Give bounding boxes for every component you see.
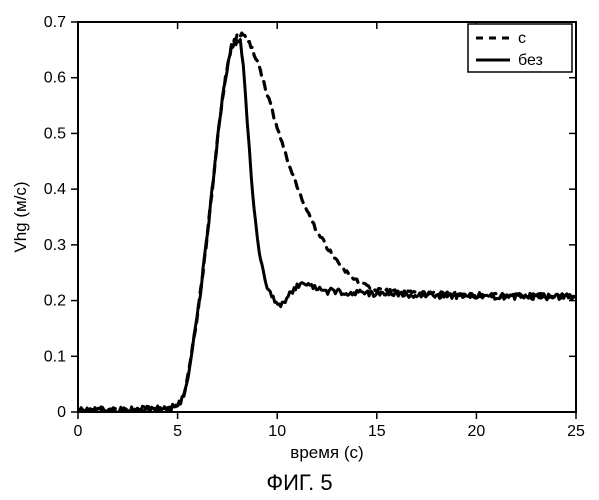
x-tick-label: 5: [173, 423, 182, 440]
y-tick-label: 0.3: [44, 237, 66, 254]
y-tick-label: 0.6: [44, 70, 66, 87]
x-tick-label: 20: [468, 423, 486, 440]
y-axis-label: Vhg (м/с): [11, 181, 30, 252]
chart-svg: 0 5 10 15 20 25 0 0.1 0.2 0.3 0.4 0.5 0.6 0.7 время (с…: [0, 0, 599, 500]
series-без: [78, 40, 576, 414]
figure-5-chart: 0 5 10 15 20 25 0 0.1 0.2 0.3 0.4 0.5 0.6 0.7 время (с…: [0, 0, 599, 500]
y-tick-label: 0.2: [44, 293, 66, 310]
x-tick-label: 10: [268, 423, 286, 440]
y-tick-label: 0.5: [44, 125, 66, 142]
y-tick-label: 0.7: [44, 14, 66, 31]
y-tick-label: 0: [57, 404, 66, 421]
y-tick-label: 0.4: [44, 181, 66, 198]
x-tick-label: 0: [74, 423, 83, 440]
legend-label: без: [518, 52, 543, 69]
figure-caption: ФИГ. 5: [266, 470, 332, 495]
legend-label: с: [518, 30, 526, 47]
x-tick-label: 25: [567, 423, 585, 440]
x-tick-label: 15: [368, 423, 386, 440]
series-с: [78, 33, 576, 413]
plot-frame: [78, 22, 576, 412]
x-axis-label: время (с): [290, 443, 363, 462]
y-tick-label: 0.1: [44, 348, 66, 365]
